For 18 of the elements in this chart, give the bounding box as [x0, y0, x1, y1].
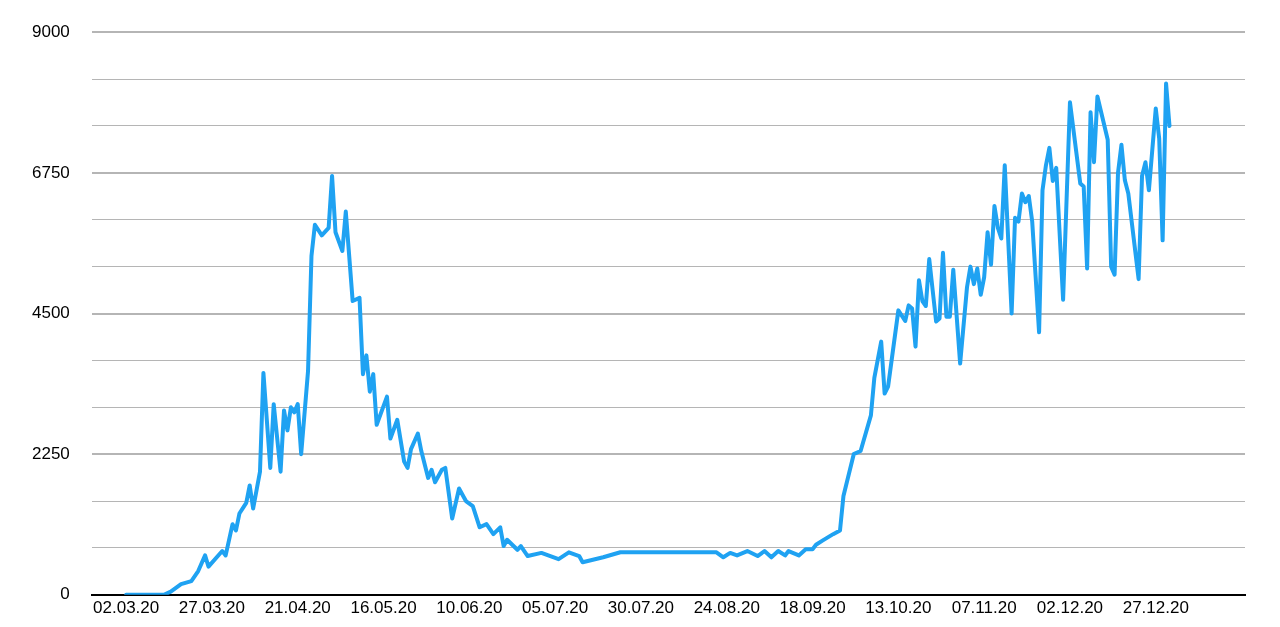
x-tick-label: 10.06.20 [436, 597, 503, 617]
x-tick-label: 24.08.20 [693, 597, 760, 617]
y-tick-label: 0 [60, 584, 70, 604]
x-tick-label: 21.04.20 [264, 597, 331, 617]
x-tick-label: 27.03.20 [178, 597, 246, 617]
y-tick-label: 6750 [31, 162, 70, 182]
x-tick-label: 02.03.20 [93, 597, 160, 617]
x-tick-label: 07.11.20 [951, 597, 1017, 617]
x-tick-label: 30.07.20 [607, 597, 675, 617]
x-tick-label: 27.12.20 [1122, 597, 1189, 617]
x-tick-label: 05.07.20 [522, 597, 589, 617]
y-tick-label: 9000 [31, 21, 70, 41]
x-tick-label: 02.12.20 [1036, 597, 1104, 617]
x-tick-label: 18.09.20 [779, 597, 846, 617]
x-tick-label: 13.10.20 [865, 597, 932, 617]
y-tick-label: 2250 [31, 443, 70, 463]
y-tick-label: 4500 [31, 303, 70, 323]
x-tick-label: 16.05.20 [350, 597, 417, 617]
